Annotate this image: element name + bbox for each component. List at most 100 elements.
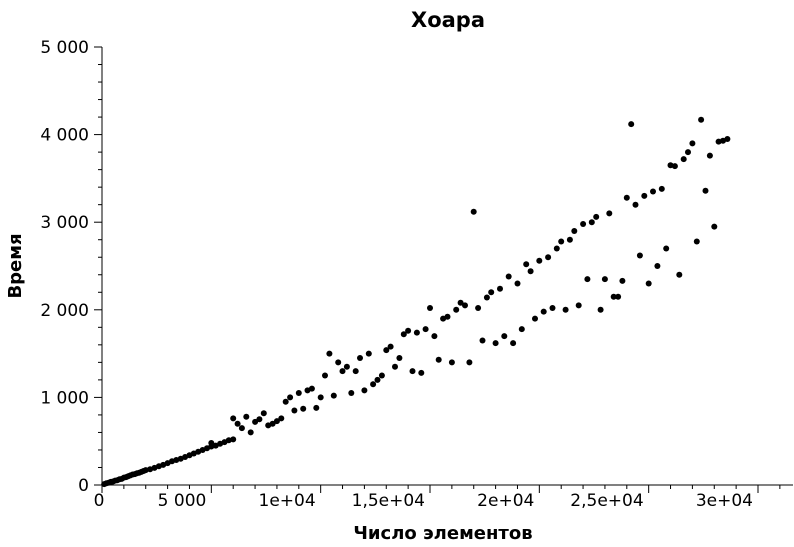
data-point bbox=[632, 201, 639, 208]
data-point bbox=[291, 407, 298, 414]
data-point bbox=[343, 363, 350, 370]
data-point bbox=[650, 188, 656, 195]
data-point bbox=[470, 208, 477, 215]
data-point bbox=[663, 245, 670, 252]
data-point bbox=[400, 331, 407, 338]
data-point bbox=[374, 376, 381, 383]
data-point bbox=[392, 363, 398, 370]
data-point bbox=[558, 238, 565, 245]
data-point bbox=[501, 333, 508, 340]
data-point bbox=[540, 308, 547, 315]
data-point bbox=[588, 219, 595, 226]
data-point bbox=[566, 236, 573, 243]
data-point bbox=[435, 356, 442, 363]
data-point bbox=[654, 263, 661, 269]
data-point bbox=[431, 333, 438, 340]
data-point bbox=[689, 140, 696, 147]
data-point bbox=[396, 355, 403, 361]
data-point bbox=[273, 418, 280, 425]
x-ticks: 0 5 000 1e+04 1,5e+04 2e+04 2,5e+04 3e+04 bbox=[94, 485, 781, 511]
data-point bbox=[300, 405, 307, 412]
data-point bbox=[234, 420, 241, 427]
y-tick-label: 2 000 bbox=[40, 301, 89, 321]
data-point bbox=[610, 293, 617, 300]
data-point bbox=[497, 285, 503, 292]
data-point bbox=[322, 372, 328, 379]
chart-title: Хоара bbox=[411, 8, 485, 32]
data-point bbox=[352, 368, 359, 375]
data-point bbox=[330, 392, 337, 399]
x-axis-label: Число элементов bbox=[353, 523, 532, 544]
data-point bbox=[698, 116, 705, 123]
data-point bbox=[676, 271, 683, 278]
data-point bbox=[326, 350, 333, 357]
data-point bbox=[593, 213, 600, 220]
data-point bbox=[606, 210, 613, 217]
x-tick-label: 3e+04 bbox=[696, 491, 753, 511]
x-tick-label: 1e+04 bbox=[259, 491, 316, 511]
data-point bbox=[409, 368, 416, 375]
data-point bbox=[658, 185, 665, 192]
data-point bbox=[444, 313, 451, 320]
x-tick-label: 0 bbox=[94, 491, 105, 511]
data-point bbox=[230, 436, 237, 443]
data-point bbox=[584, 276, 591, 283]
data-point bbox=[378, 372, 385, 379]
data-point bbox=[208, 440, 215, 446]
data-point bbox=[488, 289, 495, 296]
data-point bbox=[405, 327, 412, 334]
data-point bbox=[387, 343, 394, 350]
data-point bbox=[505, 273, 512, 280]
data-point bbox=[448, 359, 455, 366]
data-point bbox=[427, 305, 433, 311]
data-point bbox=[357, 355, 363, 361]
data-point bbox=[532, 315, 538, 322]
axes bbox=[101, 47, 793, 486]
data-point bbox=[247, 429, 254, 436]
data-point bbox=[641, 192, 648, 199]
data-point bbox=[724, 136, 731, 142]
data-point bbox=[580, 221, 587, 227]
data-point bbox=[510, 340, 517, 347]
data-point bbox=[475, 305, 482, 311]
y-tick-label: 5 000 bbox=[40, 38, 89, 58]
data-point bbox=[527, 268, 534, 275]
data-point bbox=[514, 280, 521, 287]
data-point bbox=[278, 415, 285, 422]
data-point bbox=[492, 340, 499, 347]
data-point bbox=[615, 293, 622, 300]
data-point bbox=[230, 415, 237, 422]
y-axis-label: Время bbox=[5, 233, 26, 298]
x-tick-label: 1,5e+04 bbox=[352, 491, 425, 511]
data-point bbox=[623, 194, 630, 201]
data-point bbox=[238, 425, 245, 432]
y-ticks: 0 1 000 2 000 3 000 4 000 5 000 bbox=[40, 38, 102, 496]
y-tick-label: 0 bbox=[78, 476, 89, 496]
data-point bbox=[383, 347, 390, 354]
data-point bbox=[483, 294, 490, 301]
data-point bbox=[597, 306, 604, 313]
data-point bbox=[295, 390, 302, 396]
data-point bbox=[693, 238, 700, 245]
data-point bbox=[418, 369, 425, 376]
data-point bbox=[361, 387, 368, 394]
data-point bbox=[545, 254, 552, 261]
data-point bbox=[256, 416, 263, 423]
data-point bbox=[365, 350, 372, 357]
data-point bbox=[422, 326, 429, 333]
data-point bbox=[706, 152, 713, 159]
data-point bbox=[339, 368, 346, 375]
data-point bbox=[335, 359, 342, 366]
data-point bbox=[260, 410, 267, 417]
x-tick-label: 5 000 bbox=[158, 491, 207, 511]
data-point bbox=[549, 305, 556, 311]
data-point bbox=[680, 156, 687, 163]
data-point bbox=[628, 121, 635, 128]
y-tick-label: 4 000 bbox=[40, 126, 89, 146]
data-point bbox=[313, 404, 320, 411]
data-point bbox=[619, 277, 626, 284]
data-point bbox=[711, 223, 718, 230]
data-point bbox=[317, 394, 324, 401]
data-point bbox=[370, 381, 377, 388]
